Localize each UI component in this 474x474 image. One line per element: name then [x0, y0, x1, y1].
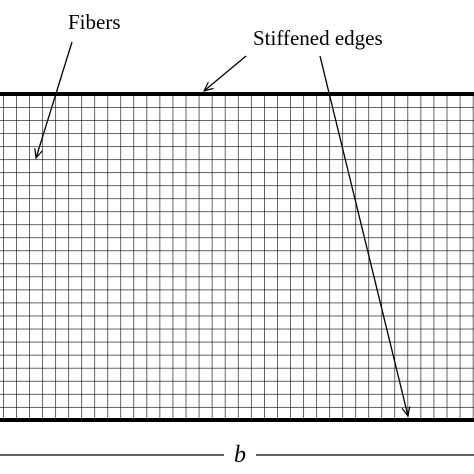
stiffened-edges-label: Stiffened edges	[253, 26, 383, 50]
fiber-grid	[0, 94, 474, 420]
edge-arrow-top	[204, 55, 247, 91]
width-label: b	[234, 442, 246, 468]
edge-arrow-bottom	[319, 55, 408, 416]
fibers-arrow	[36, 41, 73, 158]
fibers-label: Fibers	[68, 10, 121, 34]
